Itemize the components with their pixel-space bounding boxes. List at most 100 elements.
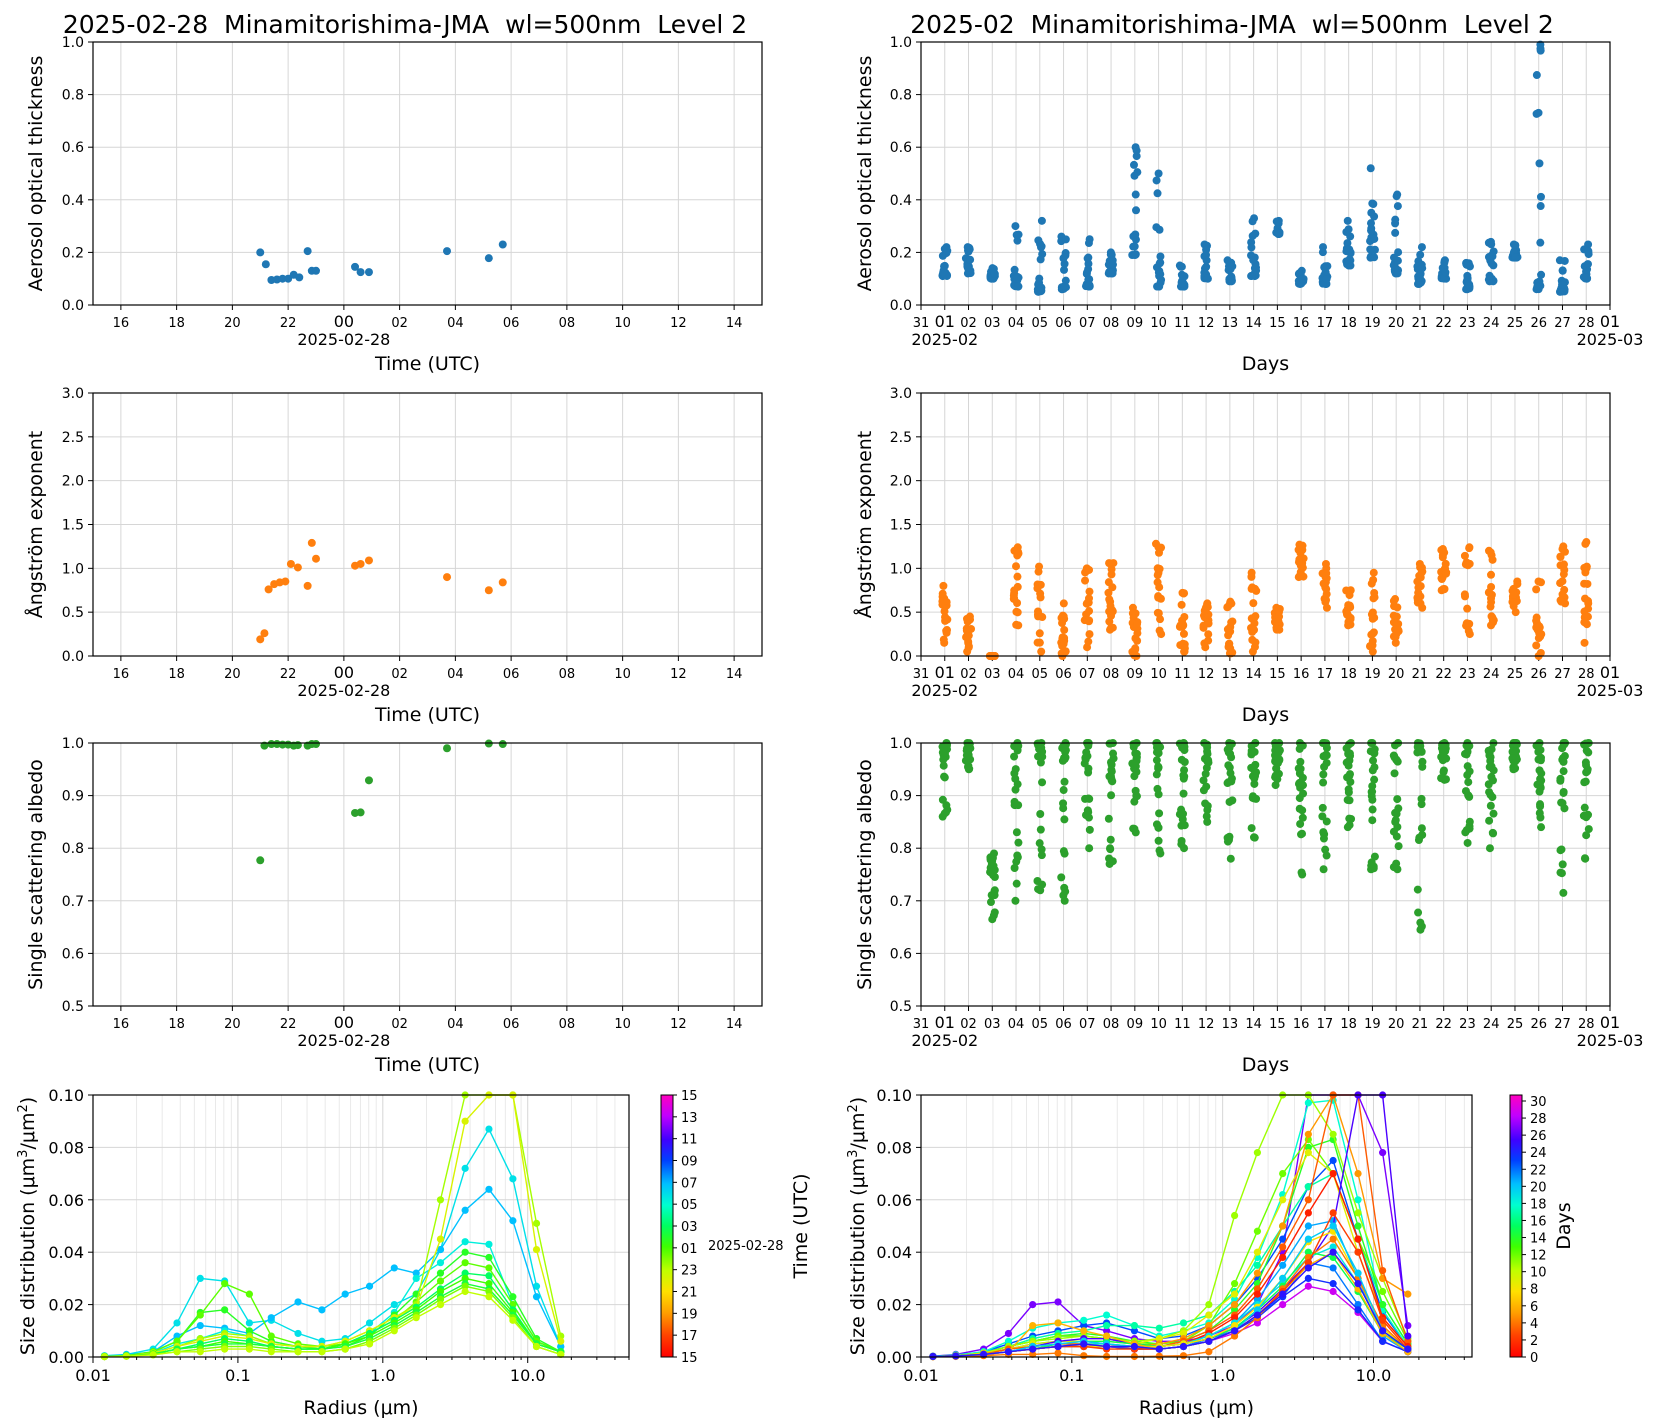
series-point <box>1304 1274 1312 1282</box>
data-point <box>1155 846 1164 855</box>
data-point <box>943 246 952 255</box>
data-point <box>256 248 265 257</box>
daily-aot-plot: 0.0 0.2 0.4 0.6 0.8 1.0 16 18 20 22 00 02 04 06 08 10 12… <box>25 35 763 375</box>
data-point <box>1154 790 1163 799</box>
data-point <box>1226 854 1235 863</box>
colorbar-tick-label: 28 <box>1530 1112 1547 1127</box>
series-point <box>1080 1340 1088 1348</box>
data-point <box>1535 622 1544 631</box>
data-point <box>1247 824 1256 833</box>
data-point <box>1251 638 1260 647</box>
series-point <box>221 1306 229 1314</box>
x-tick-label: 25 <box>1507 667 1524 682</box>
colorbar-tick-label: 18 <box>1530 1197 1547 1212</box>
data-point <box>1392 192 1401 201</box>
data-point <box>1271 751 1280 760</box>
x-axis-label: Days <box>1242 1054 1289 1076</box>
data-point <box>1465 544 1474 553</box>
date-label: 2025-02-28 <box>297 681 390 700</box>
y-tick-label: 1.5 <box>890 518 912 534</box>
data-point <box>1107 565 1116 574</box>
series-point <box>1029 1301 1037 1309</box>
x-tick-label: 0.1 <box>225 1366 250 1385</box>
data-point <box>260 741 269 750</box>
series-point <box>557 1342 565 1351</box>
data-point <box>264 585 273 594</box>
data-point <box>1296 571 1305 580</box>
x-tick-label: 05 <box>1032 1017 1049 1032</box>
data-point <box>1010 863 1019 872</box>
y-tick-label: 0.04 <box>876 1243 912 1262</box>
series-point <box>412 1314 420 1322</box>
data-point <box>1489 766 1498 775</box>
data-point <box>1152 756 1161 765</box>
data-point <box>1558 755 1567 764</box>
series-point <box>1205 1311 1213 1319</box>
data-point <box>1437 546 1446 555</box>
data-point <box>1367 861 1376 870</box>
data-point <box>1154 762 1163 771</box>
data-point <box>1061 235 1070 244</box>
data-point <box>1247 584 1256 593</box>
data-point <box>1345 255 1354 264</box>
series-line <box>104 1127 562 1357</box>
x-axis-label: Radius (μm) <box>1139 1397 1254 1419</box>
series-point <box>1304 1282 1312 1290</box>
data-point <box>1012 828 1021 837</box>
series-point <box>267 1348 275 1356</box>
data-point <box>1081 576 1090 585</box>
series-point <box>1304 1209 1312 1217</box>
data-point <box>1413 577 1422 586</box>
data-point <box>1509 763 1518 772</box>
x-tick-label: 22 <box>280 1017 297 1032</box>
data-point <box>1559 888 1568 897</box>
data-point <box>1058 641 1067 650</box>
data-point <box>1106 844 1115 853</box>
data-point <box>1038 880 1047 889</box>
x-tick-label: 26 <box>1530 667 1547 682</box>
data-point <box>1106 739 1115 748</box>
series-point <box>1230 1321 1239 1330</box>
monthly-colorbar-label: Days <box>1553 1202 1575 1249</box>
data-point <box>267 740 276 749</box>
data-point <box>1011 774 1020 783</box>
y-tick-label: 0.0 <box>62 649 84 665</box>
data-point <box>1223 837 1232 846</box>
x-tick-label: 27 <box>1554 667 1571 682</box>
data-point <box>1106 835 1115 844</box>
data-point <box>1413 885 1422 894</box>
y-tick-label: 0.2 <box>62 245 84 261</box>
data-point <box>1036 255 1045 264</box>
series-point <box>1102 1327 1111 1335</box>
data-point <box>990 891 999 900</box>
x-tick-label: 20 <box>1388 316 1405 331</box>
x-tick-label: 09 <box>1127 1017 1144 1032</box>
data-point <box>1369 568 1378 577</box>
series-point <box>1130 1321 1139 1330</box>
data-point <box>1580 803 1589 812</box>
data-point <box>1155 225 1164 234</box>
data-point <box>1084 794 1093 803</box>
series-point <box>1004 1348 1013 1356</box>
colorbar-tick-label: 2 <box>1530 1334 1538 1349</box>
data-point <box>1320 751 1329 760</box>
monthly-aot-plot: 0.0 0.2 0.4 0.6 0.8 1.0 31 01 02 03 04 05 06 07 08 09 10… <box>854 35 1643 375</box>
data-point <box>1177 600 1186 609</box>
data-point <box>1534 747 1543 756</box>
data-point <box>1345 814 1354 823</box>
data-point <box>1584 825 1593 834</box>
data-point <box>1345 821 1354 830</box>
series-point <box>1329 1243 1337 1251</box>
data-point <box>1389 751 1398 760</box>
data-point <box>1274 608 1283 617</box>
series-point <box>461 1269 469 1277</box>
series-point <box>221 1280 229 1288</box>
series-point <box>221 1345 229 1353</box>
y-tick-label: 0.08 <box>876 1138 912 1157</box>
data-point <box>1156 252 1165 261</box>
colorbar-tick-label: 30 <box>1530 1095 1547 1110</box>
data-point <box>990 269 999 278</box>
data-point <box>1368 782 1377 791</box>
data-point <box>1319 778 1328 787</box>
data-point <box>1367 226 1376 235</box>
